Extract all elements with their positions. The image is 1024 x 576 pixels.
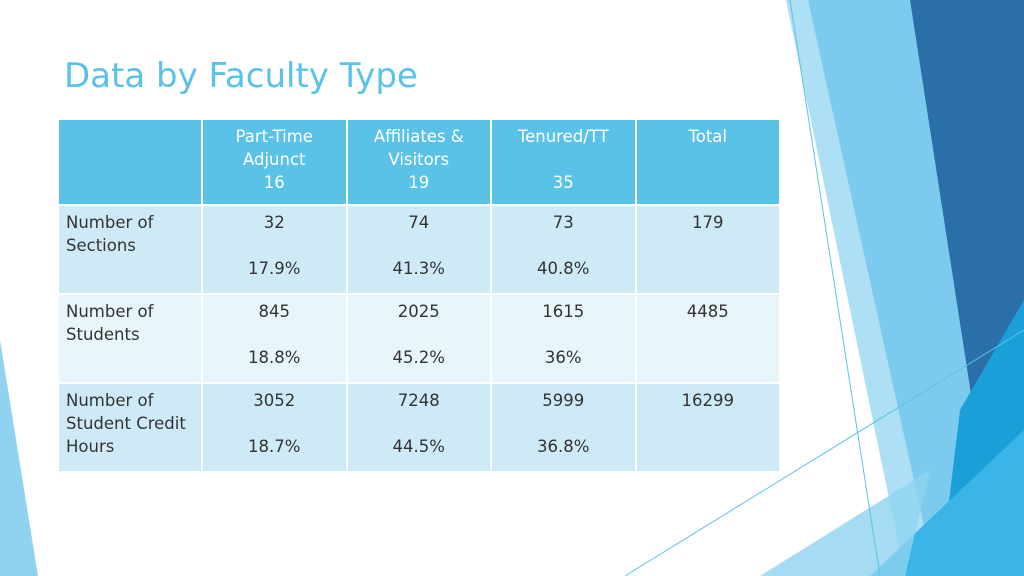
header-cell-tenured: Tenured/TT 35	[490, 118, 637, 206]
slide-title: Data by Faculty Type	[64, 56, 418, 96]
cell-percent: 44.5%	[392, 437, 445, 456]
table-cell-total: 16299	[634, 382, 781, 473]
cell-value: 3052	[253, 391, 296, 410]
header-count: 19	[408, 173, 430, 192]
cell-value: 7248	[397, 391, 440, 410]
faculty-data-table: Part-Time Adjunct 16 Affiliates & Visitors…	[57, 118, 781, 473]
cell-value: 2025	[397, 302, 440, 321]
table-cell-total: 4485	[634, 293, 781, 384]
table-cell: 845 18.8%	[201, 293, 348, 384]
table-header-row: Part-Time Adjunct 16 Affiliates & Visitors…	[57, 118, 781, 206]
cell-value: 16299	[681, 391, 735, 410]
deco-line-1	[789, 0, 881, 576]
cell-value: 73	[552, 213, 574, 232]
cell-value: 74	[408, 213, 430, 232]
cell-value: 5999	[542, 391, 585, 410]
header-cell-total: Total	[634, 118, 781, 206]
cell-percent: 40.8%	[537, 259, 590, 278]
header-empty-cell	[57, 118, 203, 206]
cell-value: 845	[258, 302, 291, 321]
left-edge-shape	[0, 340, 38, 576]
header-count: 35	[552, 173, 574, 192]
table-row-sections: Number of Sections 32 17.9% 74 41.3% 73 4…	[57, 204, 781, 295]
cell-percent: 36%	[544, 348, 582, 367]
table-cell: 1615 36%	[490, 293, 637, 384]
cell-value: 1615	[542, 302, 585, 321]
cell-percent: 45.2%	[392, 348, 445, 367]
cell-percent: 17.9%	[248, 259, 301, 278]
cell-value: 4485	[686, 302, 729, 321]
deco-line-2	[624, 329, 1024, 576]
table-cell: 7248 44.5%	[345, 382, 492, 473]
bottom-right-shape	[760, 470, 930, 576]
row-label: Number of Sections	[57, 204, 203, 295]
header-cell-affiliates: Affiliates & Visitors 19	[345, 118, 492, 206]
cell-percent: 18.7%	[248, 437, 301, 456]
table-cell-total: 179	[634, 204, 781, 295]
table-row-students: Number of Students 845 18.8% 2025 45.2% 1…	[57, 293, 781, 384]
table-cell: 5999 36.8%	[490, 382, 637, 473]
right-panel-dark	[910, 0, 1024, 420]
cell-percent: 36.8%	[537, 437, 590, 456]
row-label: Number of Students	[57, 293, 203, 384]
header-count: 16	[263, 173, 285, 192]
cell-percent: 18.8%	[248, 348, 301, 367]
table-row-credit-hours: Number of Student Credit Hours 3052 18.7% …	[57, 382, 781, 473]
cell-value: 179	[692, 213, 724, 232]
cell-value: 32	[263, 213, 285, 232]
table-cell: 2025 45.2%	[345, 293, 492, 384]
header-cell-part-time: Part-Time Adjunct 16	[201, 118, 348, 206]
cell-percent: 41.3%	[392, 259, 445, 278]
table-cell: 3052 18.7%	[201, 382, 348, 473]
row-label: Number of Student Credit Hours	[57, 382, 203, 473]
table-cell: 32 17.9%	[201, 204, 348, 295]
table-cell: 74 41.3%	[345, 204, 492, 295]
table-cell: 73 40.8%	[490, 204, 637, 295]
